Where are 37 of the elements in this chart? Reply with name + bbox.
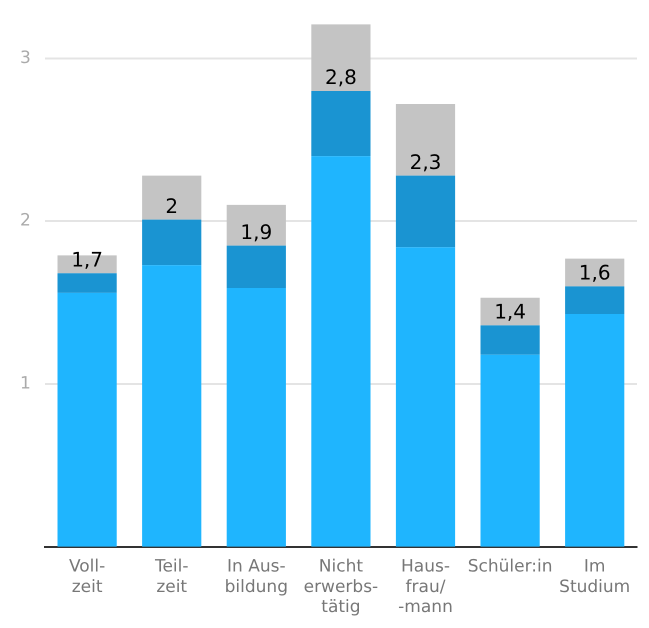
bar <box>226 246 286 288</box>
bar <box>396 247 456 547</box>
bar <box>565 258 624 286</box>
y-tick-label: 2 <box>20 210 31 231</box>
bar <box>480 298 540 326</box>
annotation: 1,9 <box>240 220 272 244</box>
y-tick-label: 3 <box>20 48 31 68</box>
annotation: 2,3 <box>410 150 442 174</box>
bar <box>480 354 540 547</box>
x-tick-label: Nicht erwerbs- tätig <box>304 556 378 618</box>
bar <box>565 314 624 547</box>
x-tick-label: In Aus- bildung <box>224 556 288 597</box>
x-tick-label: Im Studium <box>559 556 630 597</box>
bar <box>565 286 624 314</box>
x-tick-label: Voll- zeit <box>68 556 106 597</box>
y-tick-label: 1 <box>20 373 31 394</box>
annotation: 1,7 <box>71 247 104 272</box>
annotation: 1,6 <box>578 260 611 285</box>
x-tick-label: Haus- frau/ -mann <box>398 556 453 618</box>
annotation: 2 <box>165 194 178 218</box>
annotation: 1,4 <box>494 300 526 324</box>
bar <box>142 220 202 266</box>
bar <box>480 325 540 355</box>
bar <box>58 292 117 547</box>
bar <box>142 265 202 547</box>
bar <box>226 288 286 547</box>
x-tick-label: Teil- zeit <box>154 556 188 597</box>
bar <box>142 176 202 220</box>
annotation: 2,8 <box>325 65 357 90</box>
bar <box>58 273 117 293</box>
bar <box>396 176 456 248</box>
bar <box>311 156 371 547</box>
x-tick-label: Schüler:in <box>468 556 552 576</box>
bar <box>226 204 286 246</box>
bar <box>396 104 456 176</box>
bar <box>311 90 371 156</box>
bar <box>311 24 371 91</box>
